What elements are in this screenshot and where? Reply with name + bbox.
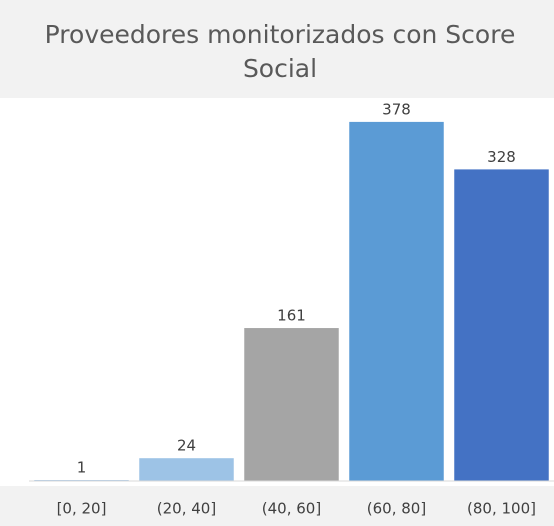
- x-tick-label: [0, 20]: [57, 500, 107, 518]
- chart-title: Proveedores monitorizados con Score Soci…: [44, 20, 516, 83]
- value-label: 1: [77, 459, 87, 477]
- x-tick-label: (80, 100]: [467, 500, 536, 518]
- x-tick-label: (20, 40]: [157, 500, 216, 518]
- bar: [349, 121, 444, 482]
- x-tick-label: (40, 60]: [262, 500, 321, 518]
- value-label: 24: [177, 437, 196, 455]
- bar: [244, 328, 339, 481]
- value-label: 328: [487, 148, 516, 166]
- x-tick-label: (60, 80]: [367, 500, 426, 518]
- value-label: 161: [277, 307, 306, 325]
- bar: [454, 169, 549, 481]
- value-label: 378: [382, 100, 411, 118]
- bar: [139, 458, 234, 481]
